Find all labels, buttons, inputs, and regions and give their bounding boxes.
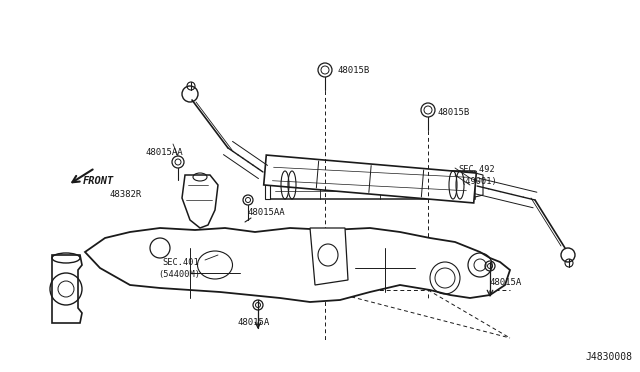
- Text: 48015B: 48015B: [338, 66, 371, 75]
- Polygon shape: [264, 155, 476, 203]
- Polygon shape: [265, 171, 270, 199]
- Text: (49001): (49001): [460, 177, 497, 186]
- Polygon shape: [310, 228, 348, 285]
- Polygon shape: [182, 175, 218, 228]
- Text: 48015B: 48015B: [438, 108, 470, 117]
- Polygon shape: [475, 173, 483, 197]
- Text: SEC.401: SEC.401: [162, 258, 199, 267]
- Text: FRONT: FRONT: [83, 176, 115, 186]
- Text: 48015A: 48015A: [238, 318, 270, 327]
- Text: 48015A: 48015A: [490, 278, 522, 287]
- Text: 48015AA: 48015AA: [145, 148, 182, 157]
- Text: 48015AA: 48015AA: [248, 208, 285, 217]
- Polygon shape: [270, 171, 475, 199]
- Polygon shape: [85, 228, 510, 302]
- Text: J4830008: J4830008: [585, 352, 632, 362]
- Polygon shape: [52, 255, 82, 323]
- Text: SEC.492: SEC.492: [458, 165, 495, 174]
- Text: 48382R: 48382R: [110, 190, 142, 199]
- Text: (54400M): (54400M): [158, 270, 200, 279]
